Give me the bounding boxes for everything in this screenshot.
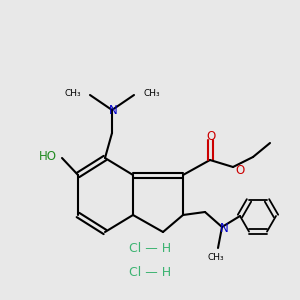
Text: CH₃: CH₃	[143, 88, 160, 98]
Text: CH₃: CH₃	[208, 253, 224, 262]
Text: O: O	[206, 130, 216, 142]
Text: Cl — H: Cl — H	[129, 266, 171, 278]
Text: N: N	[109, 103, 117, 116]
Text: CH₃: CH₃	[64, 88, 81, 98]
Text: O: O	[236, 164, 244, 176]
Text: HO: HO	[39, 151, 57, 164]
Text: N: N	[220, 221, 228, 235]
Text: Cl — H: Cl — H	[129, 242, 171, 254]
